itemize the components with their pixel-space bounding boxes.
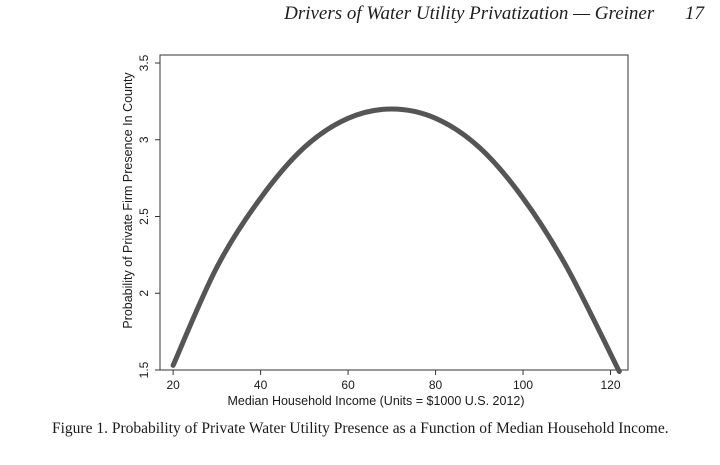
x-tick-label: 120: [600, 378, 620, 392]
running-header: Drivers of Water Utility Privatization —…: [284, 3, 704, 25]
x-tick-label: 80: [429, 378, 443, 392]
running-title: Drivers of Water Utility Privatization —…: [284, 3, 655, 24]
x-tick-label: 100: [513, 378, 533, 392]
y-tick-label: 3.5: [137, 54, 151, 71]
line-chart: 20 40 60 80 100 120 1.5 2 2.5 3 3.5 Median Househol…: [121, 54, 629, 408]
x-axis-label: Median Household Income (Units = $1000 U…: [227, 394, 524, 408]
y-tick-label: 3: [137, 136, 151, 143]
x-tick-label: 40: [254, 378, 268, 392]
x-tick-label: 60: [341, 378, 355, 392]
y-tick-label: 2: [137, 290, 151, 297]
page-number: 17: [685, 3, 704, 24]
plot-frame: [159, 54, 629, 371]
x-tick-label: 20: [166, 378, 180, 392]
series-line: [170, 106, 622, 374]
y-tick-label: 1.5: [137, 361, 151, 378]
figure-caption: Figure 1. Probability of Private Water U…: [52, 420, 669, 437]
figure-plot: 20 40 60 80 100 120 1.5 2 2.5 3 3.5 Median Househol…: [120, 48, 640, 413]
y-tick-label: 2.5: [137, 208, 151, 225]
y-axis-label: Probability of Private Firm Presence In …: [121, 72, 135, 329]
